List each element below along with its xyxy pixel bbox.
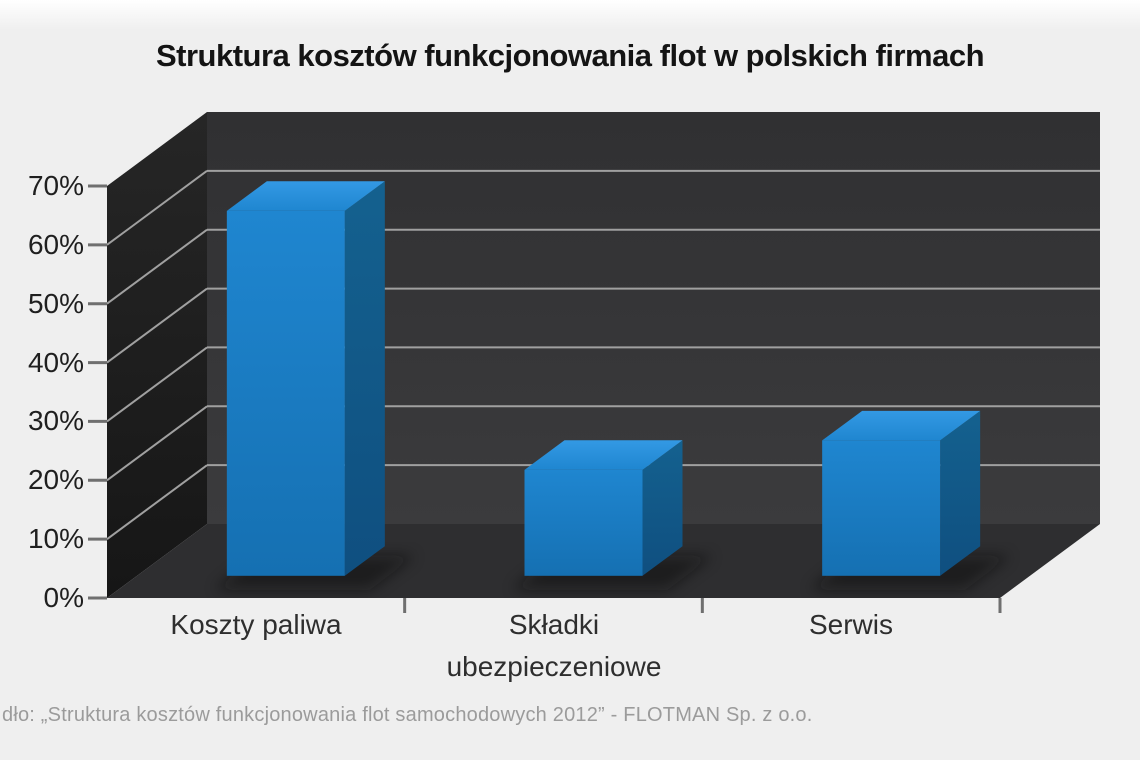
bar-1 (524, 440, 683, 576)
x-axis-label-koszty-paliwa: Koszty paliwa (170, 609, 342, 640)
bar-1-side-face (642, 440, 683, 576)
bar-2-top-face (822, 410, 981, 441)
gridline-left-wall (106, 170, 208, 246)
chart-title: Struktura kosztów funkcjonowania flot w … (155, 38, 985, 73)
bar-0-front-face (226, 210, 345, 576)
bar-2 (822, 410, 981, 576)
y-axis-tick-label: 20% (27, 464, 84, 496)
bar-2-front-face (822, 440, 941, 576)
page-top-fade (0, 0, 1140, 30)
bar-1-front-face (524, 469, 643, 576)
y-axis-tick-label: 40% (27, 346, 84, 378)
gridline-left-wall (106, 287, 208, 364)
source-note: dło: „Struktura kosztów funkcjonowania f… (2, 704, 813, 726)
gridline-left-wall (106, 346, 208, 423)
left-wall (107, 112, 207, 598)
y-axis-tick-label: 50% (27, 287, 84, 319)
gridline-left-wall (106, 405, 208, 482)
y-axis-tick-label: 70% (27, 170, 84, 201)
x-axis-label-serwis: Serwis (808, 609, 893, 640)
y-axis-labels: 0% 10% 20% 30% 40% 50% 60% 70% (0, 0, 84, 760)
bar-0-top-face (226, 181, 385, 211)
gridline-left-wall (106, 228, 208, 305)
x-axis-label-skladki-ubezpieczeniowe: Składki ubezpieczeniowe (446, 609, 662, 682)
bar-1-top-face (524, 440, 683, 470)
bar-2-side-face (940, 410, 981, 576)
y-axis-tick-label: 30% (27, 405, 84, 437)
bar-0 (226, 181, 385, 576)
bar-0-side-face (344, 181, 385, 576)
gridline-left-wall (106, 464, 208, 540)
y-axis-tick-label: 10% (27, 523, 84, 555)
y-axis-tick-label: 0% (43, 582, 84, 613)
y-axis-tick-label: 60% (27, 228, 84, 260)
